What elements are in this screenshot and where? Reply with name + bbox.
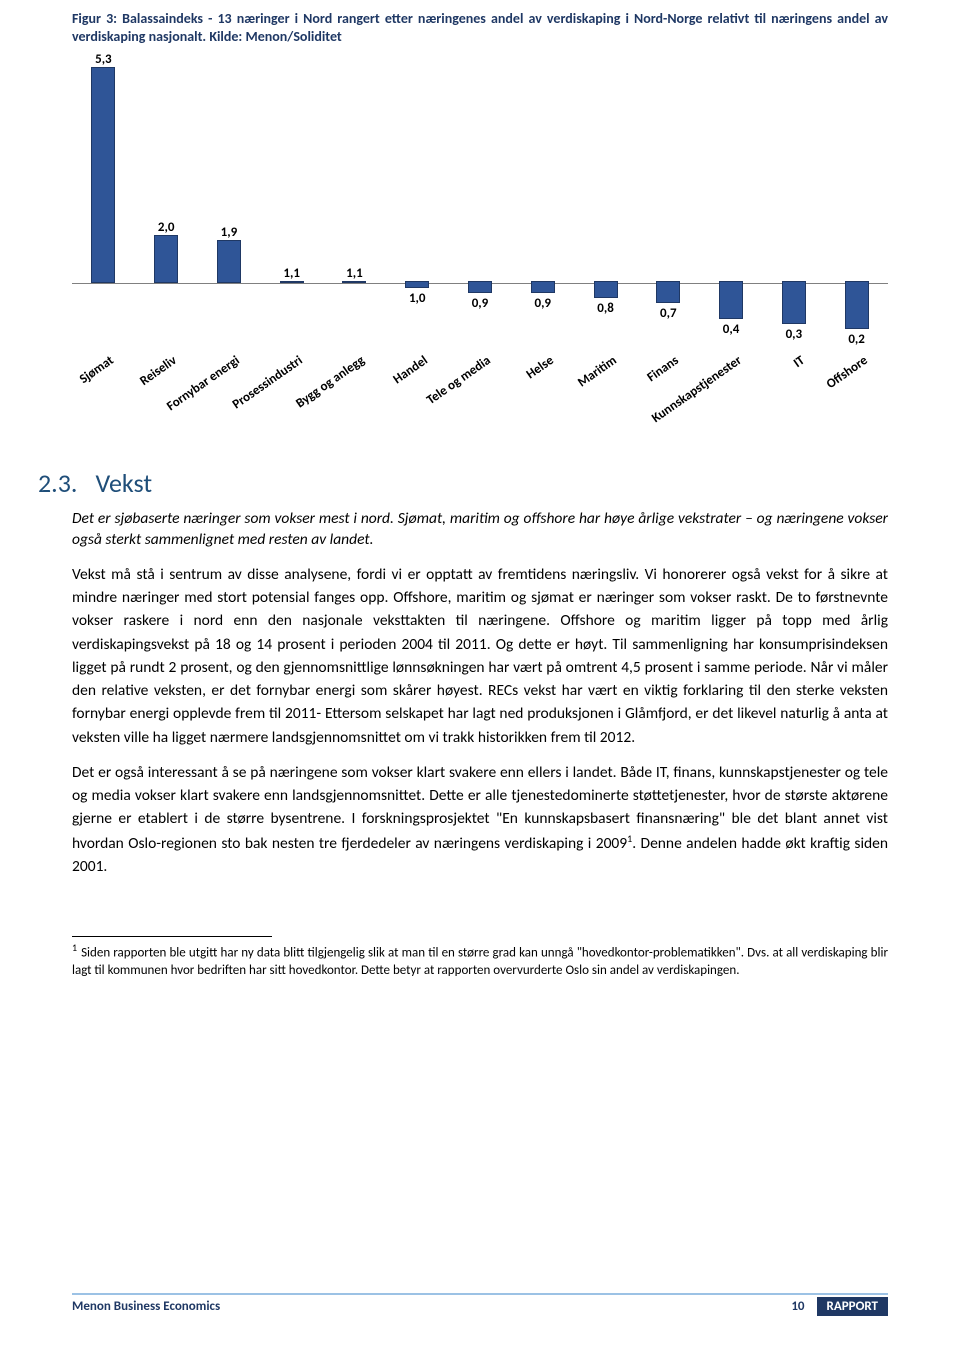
- bar-slot: 1,0: [386, 59, 449, 339]
- bar-value-label: 0,9: [472, 296, 489, 311]
- bar: [468, 281, 492, 293]
- bar: [405, 281, 429, 288]
- bar-value-label: 1,1: [346, 266, 363, 281]
- category-label: Bygg og anlegg: [294, 353, 368, 411]
- bar-value-label: 2,0: [158, 220, 175, 235]
- balassa-chart: 5,32,01,91,11,11,00,90,90,80,70,40,30,2 …: [72, 59, 888, 439]
- bar: [91, 67, 115, 283]
- bar-value-label: 0,4: [723, 322, 740, 337]
- figure-caption: Figur 3: Balassaindeks - 13 næringer i N…: [72, 10, 888, 45]
- bar-slot: 0,8: [574, 59, 637, 339]
- bar-slot: 0,9: [511, 59, 574, 339]
- footer-label: RAPPORT: [817, 1297, 888, 1316]
- bar: [782, 281, 806, 324]
- category-label: Maritim: [575, 353, 619, 390]
- bar: [845, 281, 869, 329]
- bar-value-label: 1,0: [409, 291, 426, 306]
- footer-rule: [72, 1293, 888, 1295]
- bar-value-label: 0,2: [848, 332, 865, 347]
- category-label: IT: [791, 353, 808, 371]
- category-label: Reiseliv: [137, 353, 179, 389]
- page-number: 10: [785, 1297, 810, 1316]
- bar-value-label: 1,1: [283, 266, 300, 281]
- bar: [594, 281, 618, 298]
- bar-value-label: 0,8: [597, 301, 614, 316]
- footnote: 1Siden rapporten ble utgitt har ny data …: [72, 941, 888, 979]
- bar-value-label: 0,3: [786, 327, 803, 342]
- bar-slot: 1,1: [323, 59, 386, 339]
- footnote-number: 1: [72, 941, 77, 954]
- bar-slot: 0,2: [825, 59, 888, 339]
- category-label: Sjømat: [77, 353, 117, 387]
- bar-slot: 5,3: [72, 59, 135, 339]
- section-heading: 2.3. Vekst: [38, 467, 888, 499]
- bar-slot: 1,9: [198, 59, 261, 339]
- category-label: Offshore: [823, 353, 870, 392]
- section-title: Vekst: [95, 467, 152, 499]
- body-paragraph-1: Vekst må stå i sentrum av disse analysen…: [72, 563, 888, 749]
- bar-slot: 0,7: [637, 59, 700, 339]
- lead-paragraph: Det er sjøbaserte næringer som vokser me…: [72, 509, 888, 551]
- footer-left: Menon Business Economics: [72, 1299, 220, 1314]
- footnote-separator: [72, 936, 272, 937]
- category-label: Tele og media: [424, 353, 494, 408]
- page-footer: Menon Business Economics 10 RAPPORT: [72, 1293, 888, 1321]
- bar: [154, 235, 178, 283]
- category-label: Helse: [523, 353, 556, 382]
- bar-slot: 0,9: [449, 59, 512, 339]
- bar-slot: 0,3: [762, 59, 825, 339]
- category-label: Handel: [391, 353, 431, 387]
- category-label: Finans: [645, 353, 682, 385]
- body-paragraph-2: Det er også interessant å se på næringen…: [72, 761, 888, 878]
- bar: [531, 281, 555, 293]
- footnote-text: Siden rapporten ble utgitt har ny data b…: [72, 946, 888, 979]
- bar: [280, 281, 304, 283]
- bar: [217, 240, 241, 283]
- bar-slot: 1,1: [260, 59, 323, 339]
- section-number: 2.3.: [38, 467, 77, 499]
- bar-slot: 2,0: [135, 59, 198, 339]
- bar-value-label: 0,9: [534, 296, 551, 311]
- bar-value-label: 0,7: [660, 306, 677, 321]
- bar: [656, 281, 680, 303]
- bar: [719, 281, 743, 319]
- bar-value-label: 5,3: [95, 52, 112, 67]
- bar-slot: 0,4: [700, 59, 763, 339]
- bar-value-label: 1,9: [221, 225, 238, 240]
- bar: [342, 281, 366, 283]
- footer-right: 10 RAPPORT: [785, 1297, 888, 1316]
